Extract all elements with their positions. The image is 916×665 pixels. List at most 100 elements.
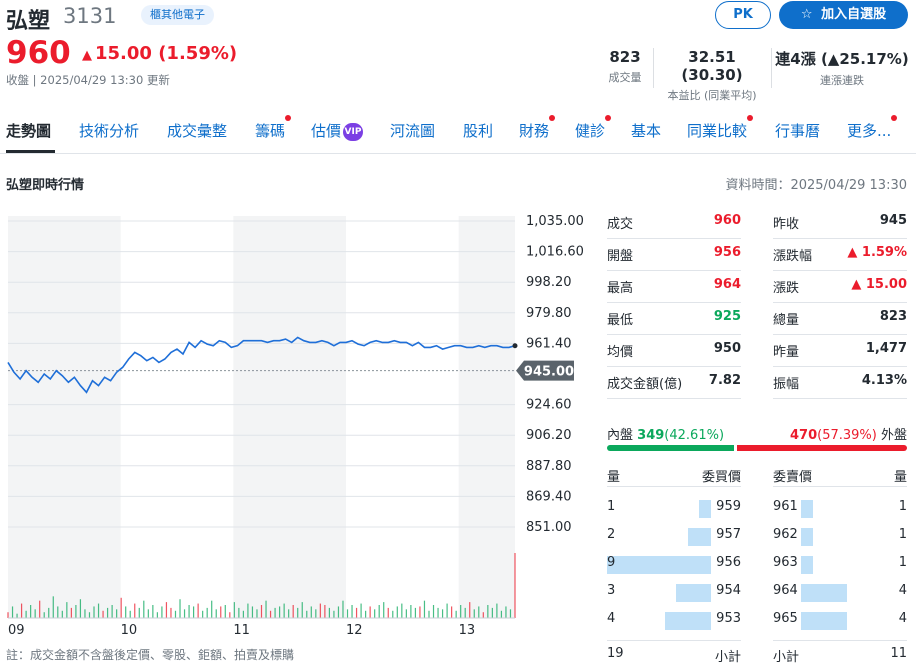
volume-bar [387,607,389,618]
ask-price-header: 委賣價 [773,470,813,485]
tab-dividend[interactable]: 股利 [463,120,493,141]
tab-financial[interactable]: 財務 [519,115,556,141]
volume-bar [161,606,163,618]
volume-bar [106,607,109,618]
tab-chips[interactable]: 籌碼 [255,115,292,141]
ask-qty: 1 [898,555,907,570]
tab-basic[interactable]: 基本 [631,120,661,141]
volume-bar [224,605,226,618]
tab-label: 籌碼 [255,122,286,140]
tab-valuation[interactable]: 估價 VIP [311,120,364,141]
tab-health[interactable]: 健診 [575,115,612,141]
volume-bar [301,602,303,618]
tab-calendar[interactable]: 行事曆 [775,120,820,141]
volume-bar [342,600,344,618]
volume-bar [414,607,417,618]
inner-ratio-fill [607,445,734,451]
volume-bar [428,610,430,618]
volume-bar [464,607,466,618]
volume-bar [432,605,435,618]
x-tick-label: 13 [459,623,476,638]
y-tick-label: 887.80 [526,459,572,474]
intraday-chart[interactable]: 1,035.00 1,016.60 998.20 979.80 961.40 924.60… [0,210,600,640]
volume-bar [75,605,77,618]
volume-bar [337,606,340,618]
ask-depth-bar [801,528,813,546]
quote-value: 964 [713,277,741,292]
divider [607,640,741,641]
quote-value: 7.82 [708,373,741,388]
volume-bar [283,603,285,618]
tab-trades[interactable]: 成交彙整 [167,120,227,141]
ask-price: 962 [773,527,798,542]
tab-label: 財務 [519,122,550,140]
volume-bar [116,609,118,618]
stat-divider [653,48,654,88]
industry-tag[interactable]: 櫃其他電子 [141,5,214,25]
tab-label: 估價 [311,122,342,140]
outer-volume: 470(57.39%) 外盤 [790,424,907,443]
volume-bar [143,600,145,618]
notification-dot [605,115,612,121]
tab-label: 技術分析 [79,122,140,140]
notification-dot [285,115,292,121]
y-tick-label: 869.40 [526,489,572,504]
tab-label: 更多... [847,122,892,140]
volume-bar [20,603,23,618]
y-tick-label: 924.60 [526,398,572,413]
bid-depth-bar [699,500,711,518]
inner-outer-ratio-bar [607,445,907,451]
outer-ratio-fill [737,445,907,451]
volume-bar [441,609,444,618]
volume-bar [360,603,362,618]
ask-depth-bar [801,584,847,602]
volume-bar [7,612,9,618]
pk-button[interactable]: PK [715,1,771,29]
volume-bar [455,610,457,618]
volume-bar [473,609,475,618]
tab-label: 健診 [575,122,606,140]
stat-label: 本益比 (同業平均) [667,89,757,102]
y-tick-label: 851.00 [526,520,572,535]
volume-bar [396,606,398,618]
stat-label: 成交量 [608,71,642,84]
quote-value: 925 [713,309,741,324]
inner-volume: 內盤 349(42.61%) [607,424,724,443]
volume-bar [378,605,380,618]
volume-bar [392,610,394,618]
add-to-watchlist-button[interactable]: ☆ 加入自選股 [779,1,908,29]
volume-bar [469,602,471,618]
tab-technical[interactable]: 技術分析 [79,120,139,141]
divider [773,486,907,487]
bid-subtotal-label: 小計 [714,650,741,665]
volume-bar [478,606,480,618]
volume-bar [487,605,489,618]
tab-more[interactable]: 更多... [847,115,898,141]
volume-bar [410,605,412,618]
quote-value: 4.13% [861,373,907,388]
volume-bar [509,609,512,618]
ask-qty-header: 量 [893,470,907,485]
volume-bar [351,605,353,618]
volume-bar [269,610,272,618]
quote-value: ▲ 1.59% [847,245,907,260]
volume-bar [170,607,172,618]
x-tick-label: 10 [121,623,138,638]
vip-badge: VIP [343,122,364,141]
volume-bar [11,606,14,618]
volume-bar [152,605,154,618]
volume-bar [211,600,213,618]
up-triangle-icon: ▲ [82,48,92,63]
bid-price: 957 [716,527,741,542]
row-divider [607,270,741,271]
quote-label: 振幅 [773,377,800,392]
volume-bar [52,596,54,618]
tab-peer-compare[interactable]: 同業比較 [687,115,754,141]
volume-bar [57,606,59,618]
tab-river[interactable]: 河流圖 [390,120,435,141]
ask-price: 964 [773,583,798,598]
tab-chart[interactable]: 走勢圖 [6,120,51,141]
y-tick-label: 979.80 [526,306,572,321]
stat-value: 823 [609,48,641,66]
bid-qty: 2 [607,527,616,542]
